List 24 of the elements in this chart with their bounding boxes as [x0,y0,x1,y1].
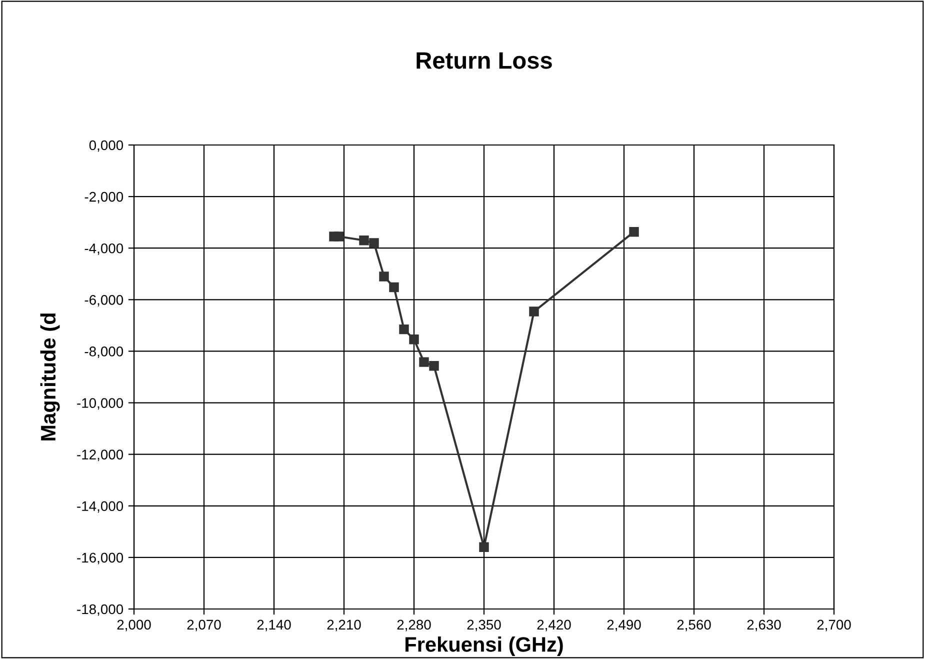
y-axis-title: Magnitude (d [40,314,60,440]
x-tick-label: 2,700 [817,620,851,632]
x-tick-label: 2,280 [397,620,431,632]
y-tick-label: -6,000 [84,295,124,306]
x-tick-label: 2,210 [327,620,361,632]
y-tick-label: -14,000 [77,501,124,513]
y-tick-label: -10,000 [77,398,124,410]
y-tick-label: -18,000 [77,604,124,616]
x-tick-label: 2,630 [747,620,781,632]
x-tick-label: 2,070 [187,620,221,632]
x-tick-label: 2,420 [537,620,571,632]
y-tick-label: 0,000 [89,140,124,152]
x-tick-label: 2,350 [467,620,501,632]
y-tick-label: -8,000 [84,346,124,358]
x-axis-title: Frekuensi (GHz) [406,636,563,656]
x-tick-label: 2,560 [677,620,711,632]
y-tick-label: -16,000 [77,552,124,564]
chart-title: Return Loss [416,52,552,69]
y-tick-label: -4,000 [84,243,124,255]
y-tick-label: -2,000 [84,192,124,204]
x-tick-label: 2,140 [257,620,291,632]
y-tick-label: -12,000 [77,450,124,462]
x-tick-label: 2,490 [607,620,641,632]
x-tick-label: 2,000 [117,620,151,632]
